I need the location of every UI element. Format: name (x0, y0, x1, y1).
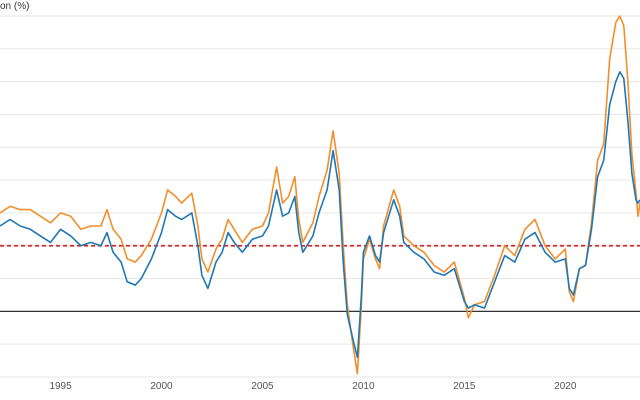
y-axis-label: on (%) (0, 1, 30, 12)
x-tick-label: 2010 (352, 381, 375, 392)
x-tick-label: 2005 (251, 381, 274, 392)
series-line-1 (0, 15, 640, 375)
x-tick-label: 2020 (554, 381, 577, 392)
x-tick-label: 2015 (453, 381, 476, 392)
x-tick-label: 2000 (150, 381, 173, 392)
x-tick-label: 1995 (49, 381, 72, 392)
series-line-2 (0, 71, 640, 359)
